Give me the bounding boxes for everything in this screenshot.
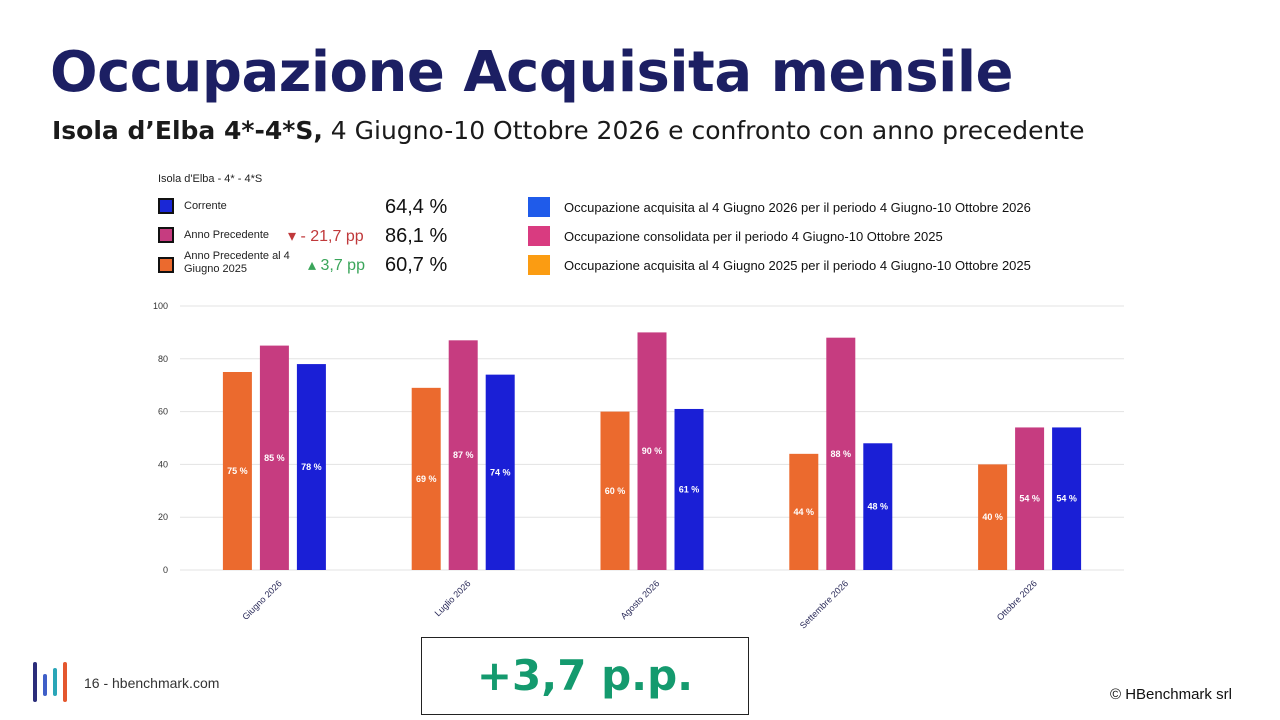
data-label-1-4: 54 % — [1019, 494, 1040, 504]
bar-2-4 — [1052, 427, 1082, 570]
bar-2-3 — [863, 443, 893, 570]
triangle-down-icon: ▾ — [288, 228, 297, 245]
bar-1-0 — [259, 345, 289, 570]
kpi-row-previous-year: Anno Precedente ▾ - 21,7 pp 86,1 % — [158, 225, 458, 247]
page-title: Occupazione Acquisita mensile — [50, 40, 1014, 105]
x-tick-label-1: Luglio 2026 — [433, 578, 473, 618]
data-label-1-2: 90 % — [642, 446, 663, 456]
y-tick-label-1: 20 — [158, 512, 168, 522]
hbenchmark-logo — [33, 662, 67, 702]
subtitle-period: 4 Giugno-10 Ottobre 2026 e confronto con… — [322, 116, 1085, 145]
logo-bar-2 — [43, 674, 47, 696]
bar-2-2 — [674, 408, 704, 570]
bar-0-2 — [600, 411, 630, 570]
x-tick-label-2: Agosto 2026 — [619, 578, 662, 621]
kpi-label-current: Corrente — [184, 200, 227, 212]
data-label-0-4: 40 % — [982, 512, 1003, 522]
kpi-delta-previous-year: ▾ - 21,7 pp — [288, 226, 364, 246]
data-label-1-3: 88 % — [831, 449, 852, 459]
bar-0-0 — [222, 372, 252, 570]
legend-swatch-consolidated-2025 — [528, 226, 550, 246]
highlight-value: +3,7 p.p. — [476, 651, 694, 700]
kpi-row-previous-year-to-date: Anno Precedente al 4 Giugno 2025 ▴ 3,7 p… — [158, 250, 458, 279]
legend-swatch-acquired-2026 — [528, 197, 550, 217]
kpi-row-current: Corrente 64,4 % — [158, 196, 458, 218]
chart-caption: Isola d'Elba - 4* - 4*S — [158, 173, 263, 185]
bar-1-3 — [826, 337, 856, 570]
kpi-value-current: 64,4 % — [385, 196, 448, 218]
legend-text-acquired-2026: Occupazione acquisita al 4 Giugno 2026 p… — [564, 200, 1031, 215]
highlight-box: +3,7 p.p. — [421, 637, 749, 715]
kpi-delta-previous-year-to-date-text: 3,7 pp — [320, 257, 365, 274]
bar-chart: 0 20 40 60 80 100 75 % 85 % 78 % Giugno 2026 69 % 8… — [153, 301, 1124, 631]
kpi-value-previous-year-to-date: 60,7 % — [385, 254, 448, 276]
data-label-0-0: 75 % — [227, 466, 248, 476]
y-tick-label-0: 0 — [163, 565, 168, 575]
kpi-label-previous-year-to-date: Anno Precedente al 4 Giugno 2025 — [184, 250, 290, 275]
page-subtitle: Isola d’Elba 4*-4*S, 4 Giugno-10 Ottobre… — [52, 116, 1085, 145]
data-label-2-1: 74 % — [490, 467, 511, 477]
kpi-value-previous-year: 86,1 % — [385, 225, 448, 247]
data-label-1-1: 87 % — [453, 450, 474, 460]
data-label-2-0: 78 % — [301, 462, 322, 472]
x-tick-label-3: Settembre 2026 — [798, 578, 850, 630]
kpi-swatch-previous-year-to-date — [158, 257, 174, 273]
x-tick-label-4: Ottobre 2026 — [995, 578, 1039, 622]
x-tick-label-0: Giugno 2026 — [240, 578, 284, 622]
y-tick-label-3: 60 — [158, 407, 168, 417]
bar-1-4 — [1015, 427, 1045, 570]
y-tick-label-2: 40 — [158, 459, 168, 469]
bar-0-4 — [978, 464, 1008, 570]
kpi-swatch-previous-year — [158, 227, 174, 243]
data-label-0-3: 44 % — [794, 507, 815, 517]
logo-bar-1 — [33, 662, 37, 702]
y-tick-label-5: 100 — [153, 301, 168, 311]
data-label-2-4: 54 % — [1056, 494, 1077, 504]
bar-0-3 — [789, 453, 819, 570]
triangle-up-icon: ▴ — [308, 257, 317, 274]
data-label-2-2: 61 % — [679, 484, 700, 494]
bar-2-0 — [296, 364, 326, 570]
footer-page-info: 16 - hbenchmark.com — [84, 675, 220, 691]
legend-text-consolidated-2025: Occupazione consolidata per il periodo 4… — [564, 229, 943, 244]
data-label-0-2: 60 % — [605, 486, 626, 496]
legend-swatch-acquired-2025 — [528, 255, 550, 275]
kpi-label-previous-year: Anno Precedente — [184, 229, 270, 241]
data-label-0-1: 69 % — [416, 474, 437, 484]
legend-text-acquired-2025: Occupazione acquisita al 4 Giugno 2025 p… — [564, 258, 1031, 273]
logo-bar-3 — [53, 668, 57, 696]
kpi-delta-previous-year-to-date: ▴ 3,7 pp — [308, 255, 365, 275]
bar-1-2 — [637, 332, 667, 570]
copyright: © HBenchmark srl — [1110, 686, 1232, 703]
kpi-delta-previous-year-text: - 21,7 pp — [300, 228, 364, 245]
data-label-2-3: 48 % — [868, 502, 889, 512]
bar-1-1 — [448, 340, 478, 570]
y-tick-label-4: 80 — [158, 354, 168, 364]
subtitle-location: Isola d’Elba 4*-4*S, — [52, 116, 323, 145]
logo-bar-4 — [63, 662, 67, 702]
bar-0-1 — [411, 387, 441, 570]
bar-2-1 — [485, 374, 515, 570]
kpi-swatch-current — [158, 198, 174, 214]
data-label-1-0: 85 % — [264, 453, 285, 463]
